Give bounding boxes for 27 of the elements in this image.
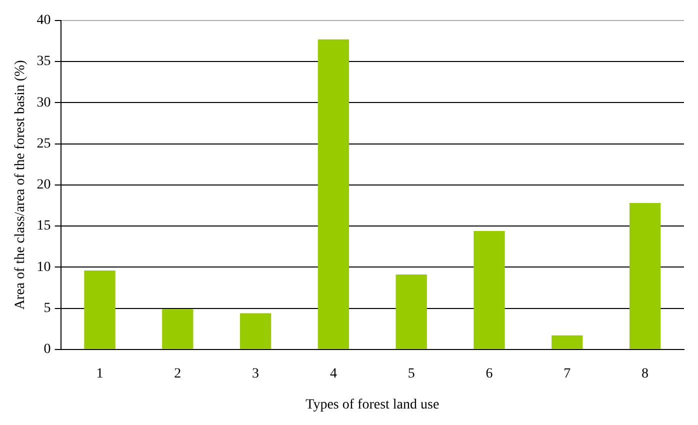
x-axis-title: Types of forest land use bbox=[306, 397, 440, 412]
x-tick-label: 1 bbox=[96, 366, 104, 382]
y-axis-title: Area of the class/area of the forest basin (%) bbox=[13, 60, 28, 310]
y-tick-label: 10 bbox=[36, 260, 51, 275]
x-tick-label: 4 bbox=[330, 366, 337, 382]
y-tick-label: 35 bbox=[36, 54, 51, 70]
bar bbox=[240, 313, 272, 349]
bar bbox=[318, 39, 350, 349]
y-tick-label: 15 bbox=[36, 218, 51, 234]
y-tick-label: 0 bbox=[44, 342, 51, 358]
y-tick-label: 25 bbox=[36, 136, 51, 152]
bar bbox=[396, 274, 427, 349]
x-tick-label: 2 bbox=[174, 366, 182, 382]
bar bbox=[474, 230, 505, 349]
bar bbox=[84, 270, 116, 349]
y-tick-label: 30 bbox=[36, 95, 51, 110]
x-tick-label: 8 bbox=[642, 366, 649, 382]
bar bbox=[162, 309, 194, 349]
x-tick-label: 5 bbox=[408, 366, 415, 382]
x-tick-label: 7 bbox=[564, 366, 571, 382]
bar bbox=[629, 202, 661, 349]
y-tick-label: 40 bbox=[36, 13, 51, 28]
x-tick-label: 3 bbox=[252, 366, 260, 382]
bar bbox=[552, 335, 583, 349]
y-tick-label: 5 bbox=[44, 300, 51, 316]
y-tick-label: 20 bbox=[36, 178, 51, 193]
x-tick-label: 6 bbox=[486, 366, 493, 382]
